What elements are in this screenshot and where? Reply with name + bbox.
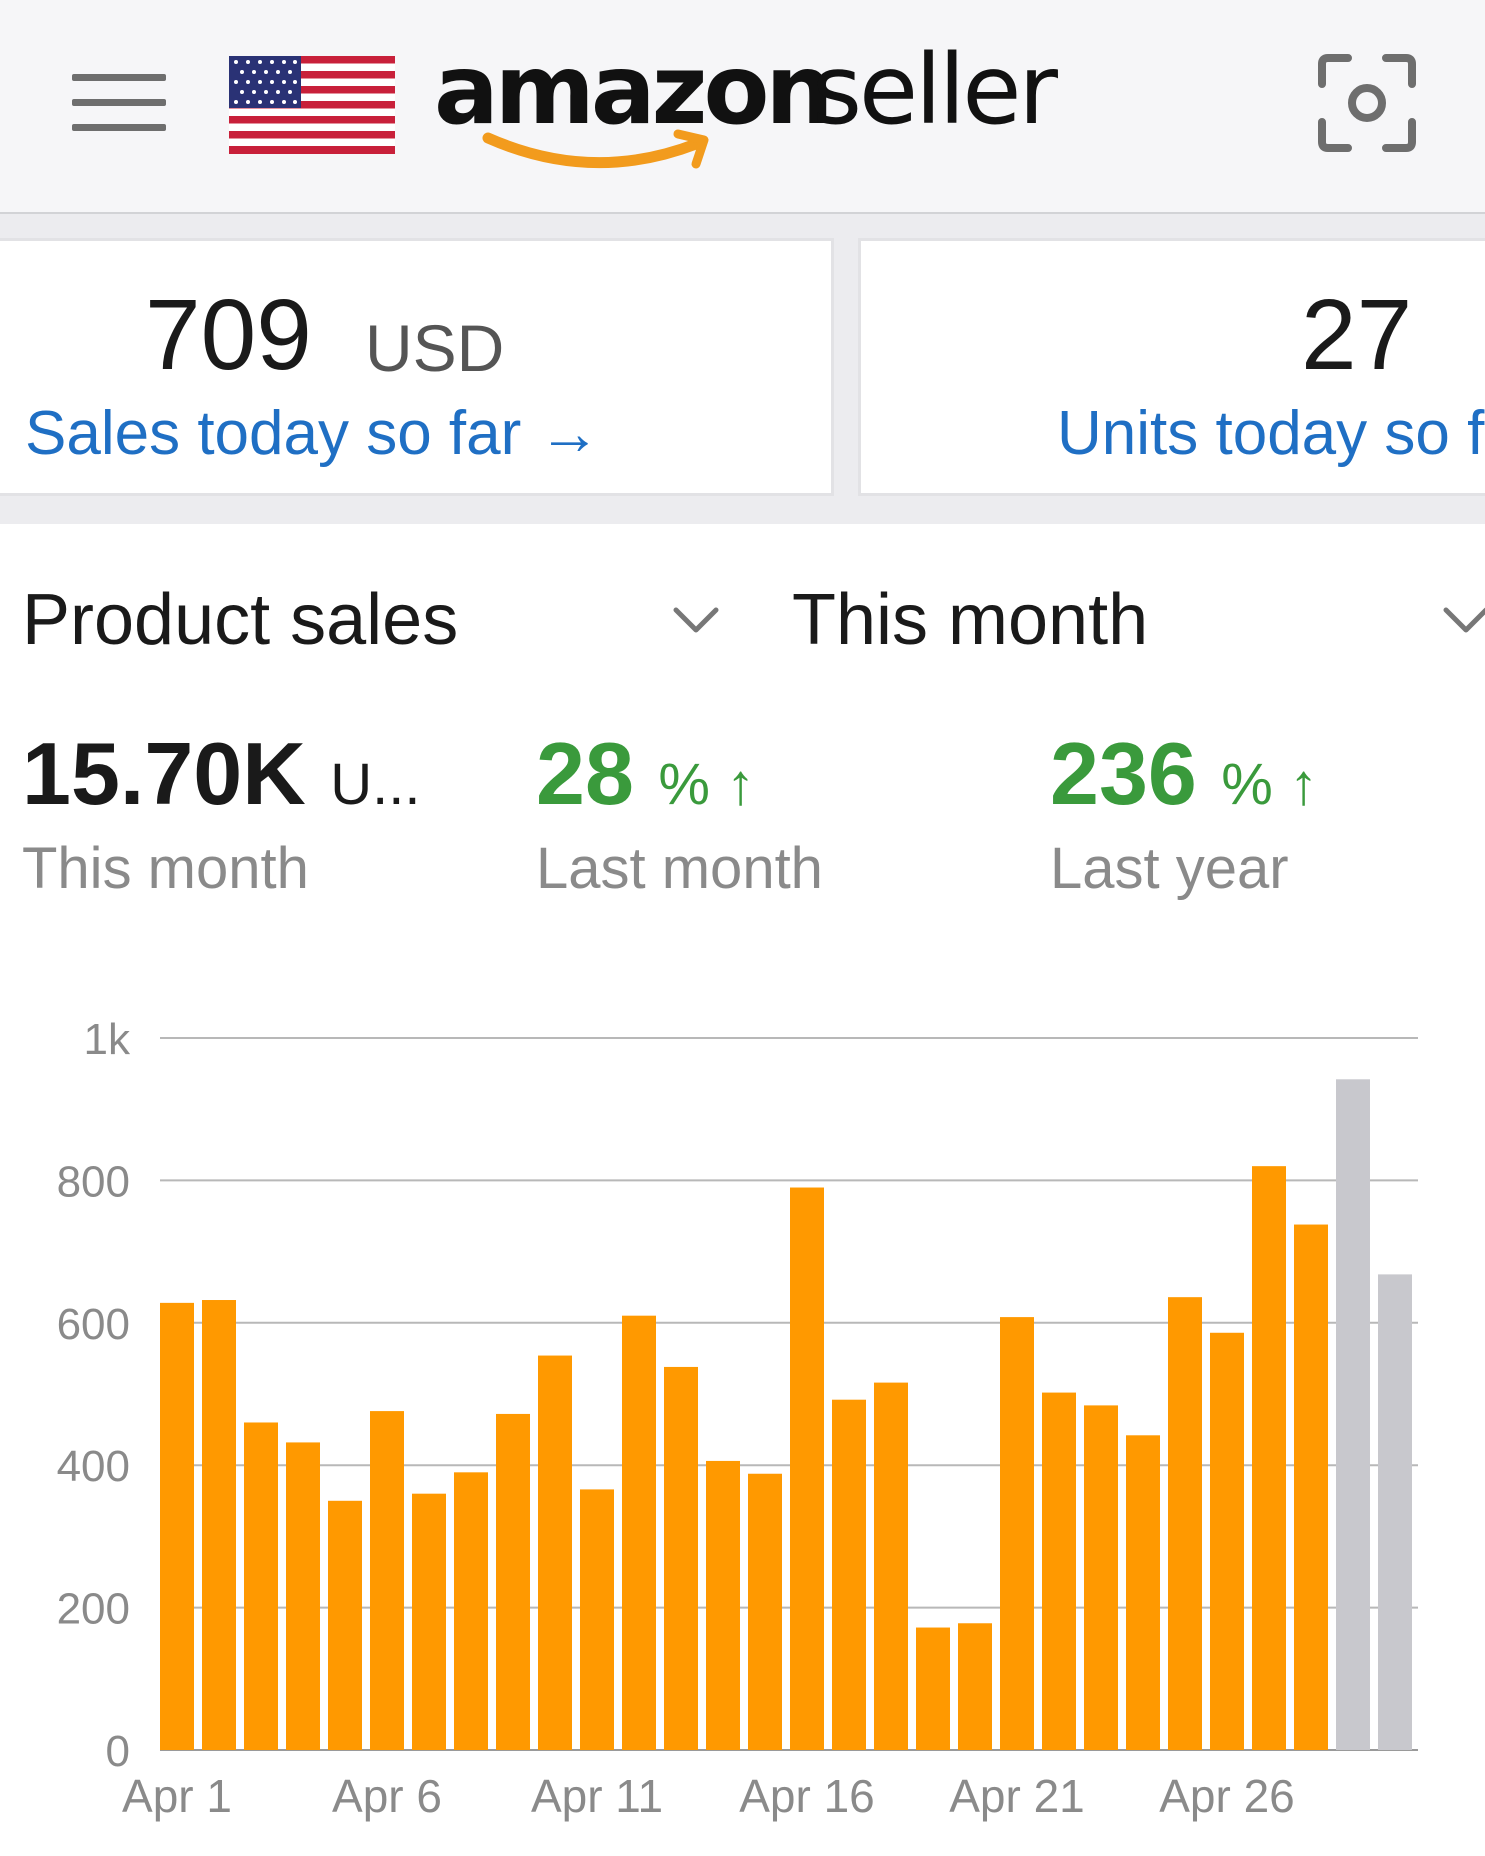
period-dropdown[interactable]: This month [792, 580, 1485, 664]
x-tick-label: Apr 11 [531, 1770, 663, 1822]
metric-dropdown-label: Product sales [22, 580, 459, 660]
stat-this-month-label: This month [22, 836, 309, 901]
x-tick-label: Apr 6 [332, 1770, 442, 1822]
bar-actual [916, 1627, 950, 1750]
chevron-down-icon [673, 607, 719, 633]
bar-actual [370, 1411, 404, 1750]
sales-today-value: 709 [145, 279, 312, 391]
bar-actual [286, 1442, 320, 1750]
stat-last-month-value: 28 % ↑ [536, 724, 756, 823]
y-tick-label: 400 [57, 1442, 130, 1491]
summary-cards: 709 USD Sales today so far → 27 Units to… [0, 214, 1485, 524]
bar-actual [328, 1500, 362, 1750]
bar-actual [1126, 1435, 1160, 1750]
bar-actual [1252, 1166, 1286, 1750]
stat-this-month-value: 15.70K U... [22, 724, 421, 823]
logo-amazon-text: amazon [434, 34, 834, 146]
bar-actual [664, 1366, 698, 1750]
bar-actual [874, 1382, 908, 1750]
units-today-link[interactable]: Units today so far [1057, 399, 1485, 468]
y-tick-label: 200 [57, 1585, 130, 1634]
hamburger-menu-icon[interactable] [72, 72, 166, 134]
us-flag-icon [229, 56, 395, 154]
amazon-seller-logo: amazon seller [434, 34, 1074, 169]
x-tick-label: Apr 26 [1159, 1770, 1295, 1822]
sales-today-card[interactable]: 709 USD Sales today so far → [0, 238, 834, 496]
bar-actual [454, 1472, 488, 1750]
x-tick-label: Apr 16 [739, 1770, 875, 1822]
amazon-smile-icon [482, 129, 709, 169]
bar-actual [1168, 1297, 1202, 1750]
y-tick-label: 600 [57, 1300, 130, 1349]
stat-last-year-label: Last year [1050, 836, 1289, 901]
period-dropdown-label: This month [792, 580, 1149, 660]
logo-seller-text: seller [812, 34, 1058, 146]
bar-actual [1210, 1332, 1244, 1750]
bar-actual [1042, 1392, 1076, 1750]
bar-actual [958, 1623, 992, 1750]
x-tick-label: Apr 1 [122, 1770, 232, 1822]
bar-actual [412, 1493, 446, 1750]
y-tick-label: 0 [106, 1727, 130, 1776]
bar-actual [622, 1315, 656, 1750]
bar-actual [748, 1473, 782, 1750]
bar-actual [538, 1355, 572, 1750]
stat-last-month-label: Last month [536, 836, 823, 901]
y-tick-label: 800 [57, 1157, 130, 1206]
units-today-value: 27 [1301, 279, 1413, 391]
camera-scan-icon[interactable] [1318, 54, 1416, 152]
bar-actual [1000, 1317, 1034, 1750]
y-tick-label: 1k [84, 1015, 131, 1064]
metric-dropdown[interactable]: Product sales [22, 584, 722, 664]
bar-actual [1084, 1405, 1118, 1750]
bar-projected [1336, 1079, 1370, 1750]
bar-actual [580, 1489, 614, 1750]
sales-today-link[interactable]: Sales today so far → [25, 399, 601, 468]
bar-actual [832, 1399, 866, 1750]
bar-actual [790, 1187, 824, 1750]
app-header: amazon seller [0, 0, 1485, 214]
stat-last-year-value: 236 % ↑ [1050, 724, 1318, 823]
sales-today-currency: USD [365, 311, 505, 385]
bar-actual [160, 1302, 194, 1750]
bar-actual [202, 1300, 236, 1750]
chevron-down-icon [1443, 607, 1485, 633]
bar-actual [496, 1413, 530, 1750]
bar-actual [244, 1422, 278, 1750]
bar-actual [1294, 1224, 1328, 1750]
product-sales-bar-chart: 0 200 400 600 800 1k Apr 1 Apr 6 Apr 11 Apr 16 Apr… [57, 1015, 1418, 1822]
bar-projected [1378, 1274, 1412, 1750]
bar-actual [706, 1460, 740, 1750]
x-tick-label: Apr 21 [949, 1770, 1085, 1822]
units-today-card[interactable]: 27 Units today so far [858, 238, 1485, 496]
